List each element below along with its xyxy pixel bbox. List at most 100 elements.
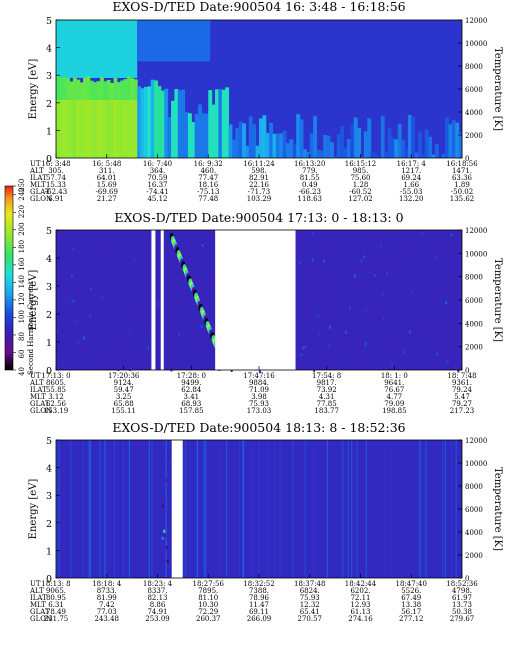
y-right-axis-label: Temperature [K] [492, 467, 503, 551]
y-tick-label: 2 [46, 99, 52, 110]
y-right-tick-label: 6000 [465, 86, 483, 94]
heatmap-cell [147, 237, 150, 241]
heatmap-cell [164, 88, 169, 158]
heatmap-cell [147, 86, 152, 158]
ephemeris-value: 18:52:36 [446, 580, 478, 588]
heatmap-cell [99, 100, 104, 158]
heatmap-cell [274, 440, 276, 578]
heatmap-cell [225, 440, 228, 578]
heatmap-cell [373, 273, 376, 277]
heatmap-cell [108, 346, 111, 350]
heatmap-cell [397, 123, 402, 158]
ephemeris-value: 243.48 [95, 615, 120, 623]
heatmap-cell [189, 440, 191, 578]
heatmap-cell [228, 124, 233, 158]
heatmap-cell [275, 133, 280, 158]
heatmap-cell [408, 330, 411, 334]
heatmap-cell [367, 118, 372, 158]
ephemeris-value: 6.91 [48, 195, 64, 203]
ephemeris-value: 9361. [452, 379, 472, 387]
heatmap-cell [65, 348, 68, 352]
ephemeris-value: 4.31 [319, 393, 335, 401]
heatmap-cell [122, 440, 124, 578]
ephemeris-value: 6.31 [48, 601, 64, 609]
heatmap-cell [356, 440, 358, 578]
ephemeris-value: 75.93 [249, 400, 269, 408]
heatmap-cell [96, 100, 101, 158]
heatmap-cell [80, 319, 83, 323]
ephemeris-value: 17:28: 0 [177, 372, 206, 380]
colorbar-tick-label: 180 [18, 240, 26, 253]
heatmap-cell [431, 154, 436, 158]
heatmap-cell [56, 349, 59, 353]
ephemeris-value: 65.41 [300, 608, 320, 616]
heatmap-cell [89, 314, 92, 318]
ephemeris-value: 1.89 [454, 181, 470, 189]
ephemeris-value: 155.11 [111, 407, 136, 415]
heatmap-cell [70, 274, 73, 278]
ephemeris-label: MLT [30, 601, 46, 609]
ephemeris-value: 21.27 [97, 195, 117, 203]
colorbar-tick-label: 200 [18, 222, 26, 235]
ephemeris-value: 71.09 [249, 386, 269, 394]
heatmap-cell [313, 116, 318, 158]
y-tick-label: 0 [46, 574, 52, 585]
heatmap-cell [205, 440, 207, 578]
ephemeris-value: 75.60 [350, 174, 370, 182]
ephemeris-value: 67.49 [401, 594, 421, 602]
heatmap-cell [200, 325, 203, 329]
heatmap-cell [184, 440, 187, 578]
heatmap-cell [218, 440, 220, 578]
y-tick-label: 4 [46, 464, 52, 475]
ephemeris-value: 8.86 [150, 601, 166, 609]
ephemeris-value: 73.92 [317, 386, 337, 394]
ephemeris-value: 7.42 [99, 601, 115, 609]
heatmap-cell [302, 346, 305, 350]
heatmap-cell [128, 328, 131, 332]
ephemeris-value: 16:11:24 [243, 160, 275, 168]
heatmap-cell [292, 440, 294, 578]
heatmap-cell [357, 127, 361, 158]
heatmap-cell [156, 302, 159, 306]
ephemeris-value: 65.88 [114, 400, 134, 408]
heatmap-cell [318, 332, 321, 336]
y-right-tick-label: 12000 [465, 227, 487, 235]
ephemeris-value: 18: 7:48 [447, 372, 476, 380]
heatmap-cell [101, 295, 104, 299]
ephemeris-value: 77.85 [317, 400, 337, 408]
ephemeris-value: 18:23: 4 [143, 580, 173, 588]
heatmap-cell [238, 440, 241, 578]
heatmap-cell [200, 361, 203, 365]
ephemeris-value: 18:13: 8 [41, 580, 70, 588]
heatmap-cell [197, 338, 200, 342]
heatmap-cell [76, 348, 79, 352]
ephemeris-value: 18:37:48 [294, 580, 325, 588]
heatmap-cell [184, 276, 187, 280]
y-tick-label: 1 [46, 126, 52, 137]
heatmap-cell [333, 156, 338, 158]
heatmap-cell [89, 287, 92, 291]
heatmap-cell [72, 299, 75, 303]
heatmap-cell [72, 100, 77, 158]
ephemeris-value: 9124. [114, 379, 134, 387]
y-right-tick-label: 8000 [465, 274, 483, 282]
y-right-tick-label: 2000 [465, 552, 483, 560]
heatmap-cell [394, 139, 399, 158]
ephemeris-value: 45.12 [147, 195, 167, 203]
colorbar-tick-label: 250 [18, 179, 26, 192]
heatmap-cell [212, 278, 215, 282]
y-right-tick-label: 6000 [465, 506, 483, 514]
ephemeris-label: ALT [29, 587, 44, 595]
heatmap-cell [313, 440, 315, 578]
heatmap-cell [113, 100, 118, 158]
ephemeris-value: 16:13:20 [294, 160, 325, 168]
heatmap-cell [225, 87, 230, 158]
ephemeris-value: 72.11 [350, 594, 370, 602]
ephemeris-value: 18:42:44 [345, 580, 377, 588]
heatmap-cell [380, 244, 383, 248]
ephemeris-value: 17:54: 8 [312, 372, 341, 380]
heatmap-cell [181, 89, 186, 158]
heatmap-cell [298, 251, 301, 255]
heatmap-cell [332, 296, 335, 300]
heatmap-cell [319, 150, 324, 158]
